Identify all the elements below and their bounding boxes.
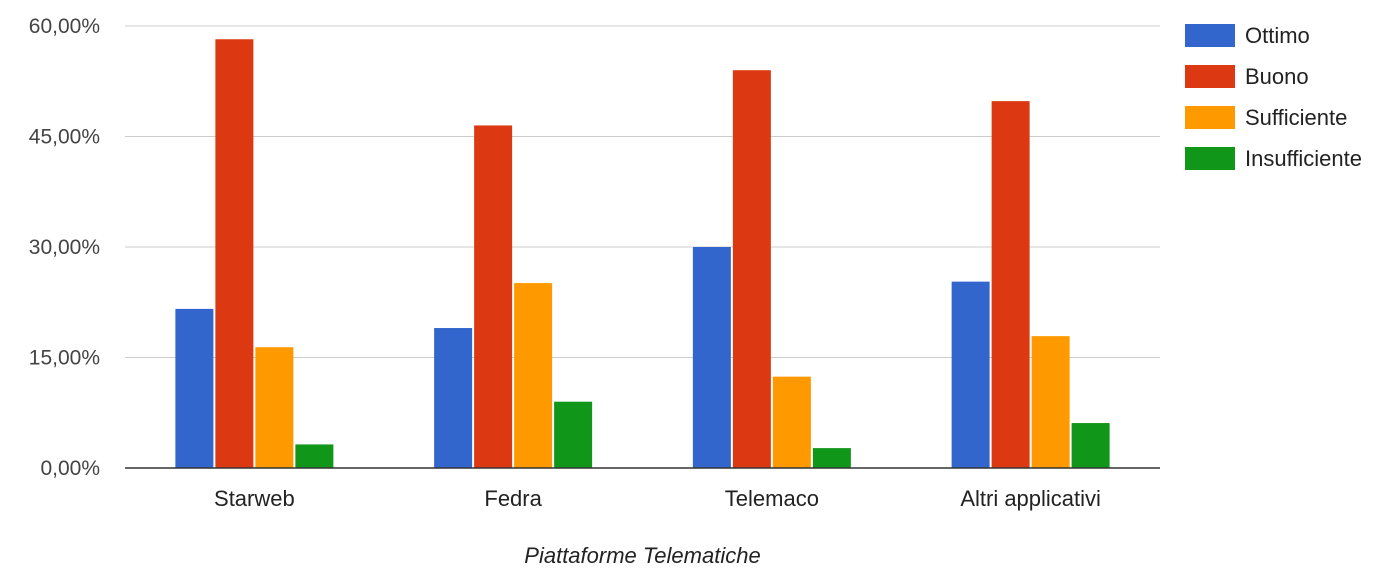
legend-swatch-ottimo	[1185, 24, 1235, 47]
bar-ottimo-4	[951, 281, 990, 468]
bar-ottimo-2	[434, 328, 473, 468]
y-tick-label: 45,00%	[29, 126, 100, 149]
x-axis: Starweb Fedra Telemaco Altri applicativi	[214, 486, 1101, 511]
bar-ottimo-3	[692, 247, 731, 468]
x-axis-title: Piattaforme Telematiche	[524, 543, 760, 568]
bar-buono-3	[732, 70, 771, 468]
legend-label-ottimo: Ottimo	[1245, 23, 1310, 48]
y-axis: 0,00% 15,00% 30,00% 45,00% 60,00%	[29, 15, 100, 480]
bar-sufficiente-4	[1031, 336, 1070, 468]
legend-swatch-sufficiente	[1185, 106, 1235, 129]
bar-buono-4	[991, 101, 1030, 468]
legend-swatch-insufficiente	[1185, 147, 1235, 170]
y-tick-label: 60,00%	[29, 15, 100, 38]
x-tick-label: Fedra	[484, 486, 542, 511]
bar-insufficiente-1	[295, 444, 334, 468]
bar-insufficiente-3	[812, 448, 851, 468]
x-tick-label: Starweb	[214, 486, 295, 511]
bar-sufficiente-3	[772, 376, 811, 468]
bar-sufficiente-2	[514, 283, 553, 468]
legend-swatch-buono	[1185, 65, 1235, 88]
x-tick-label: Telemaco	[725, 486, 819, 511]
y-tick-label: 15,00%	[29, 347, 100, 370]
legend-label-buono: Buono	[1245, 64, 1309, 89]
y-tick-label: 0,00%	[40, 457, 100, 480]
x-tick-label: Altri applicativi	[960, 486, 1101, 511]
bar-insufficiente-4	[1071, 423, 1110, 468]
bars	[175, 39, 1110, 468]
bar-ottimo-1	[175, 308, 214, 468]
bar-insufficiente-2	[554, 401, 593, 468]
legend-label-insufficiente: Insufficiente	[1245, 146, 1362, 171]
legend: Ottimo Buono Sufficiente Insufficiente	[1185, 23, 1362, 171]
y-tick-label: 30,00%	[29, 236, 100, 259]
bar-buono-2	[474, 125, 513, 468]
bar-sufficiente-1	[255, 347, 294, 468]
bar-buono-1	[215, 39, 254, 468]
legend-label-sufficiente: Sufficiente	[1245, 105, 1347, 130]
